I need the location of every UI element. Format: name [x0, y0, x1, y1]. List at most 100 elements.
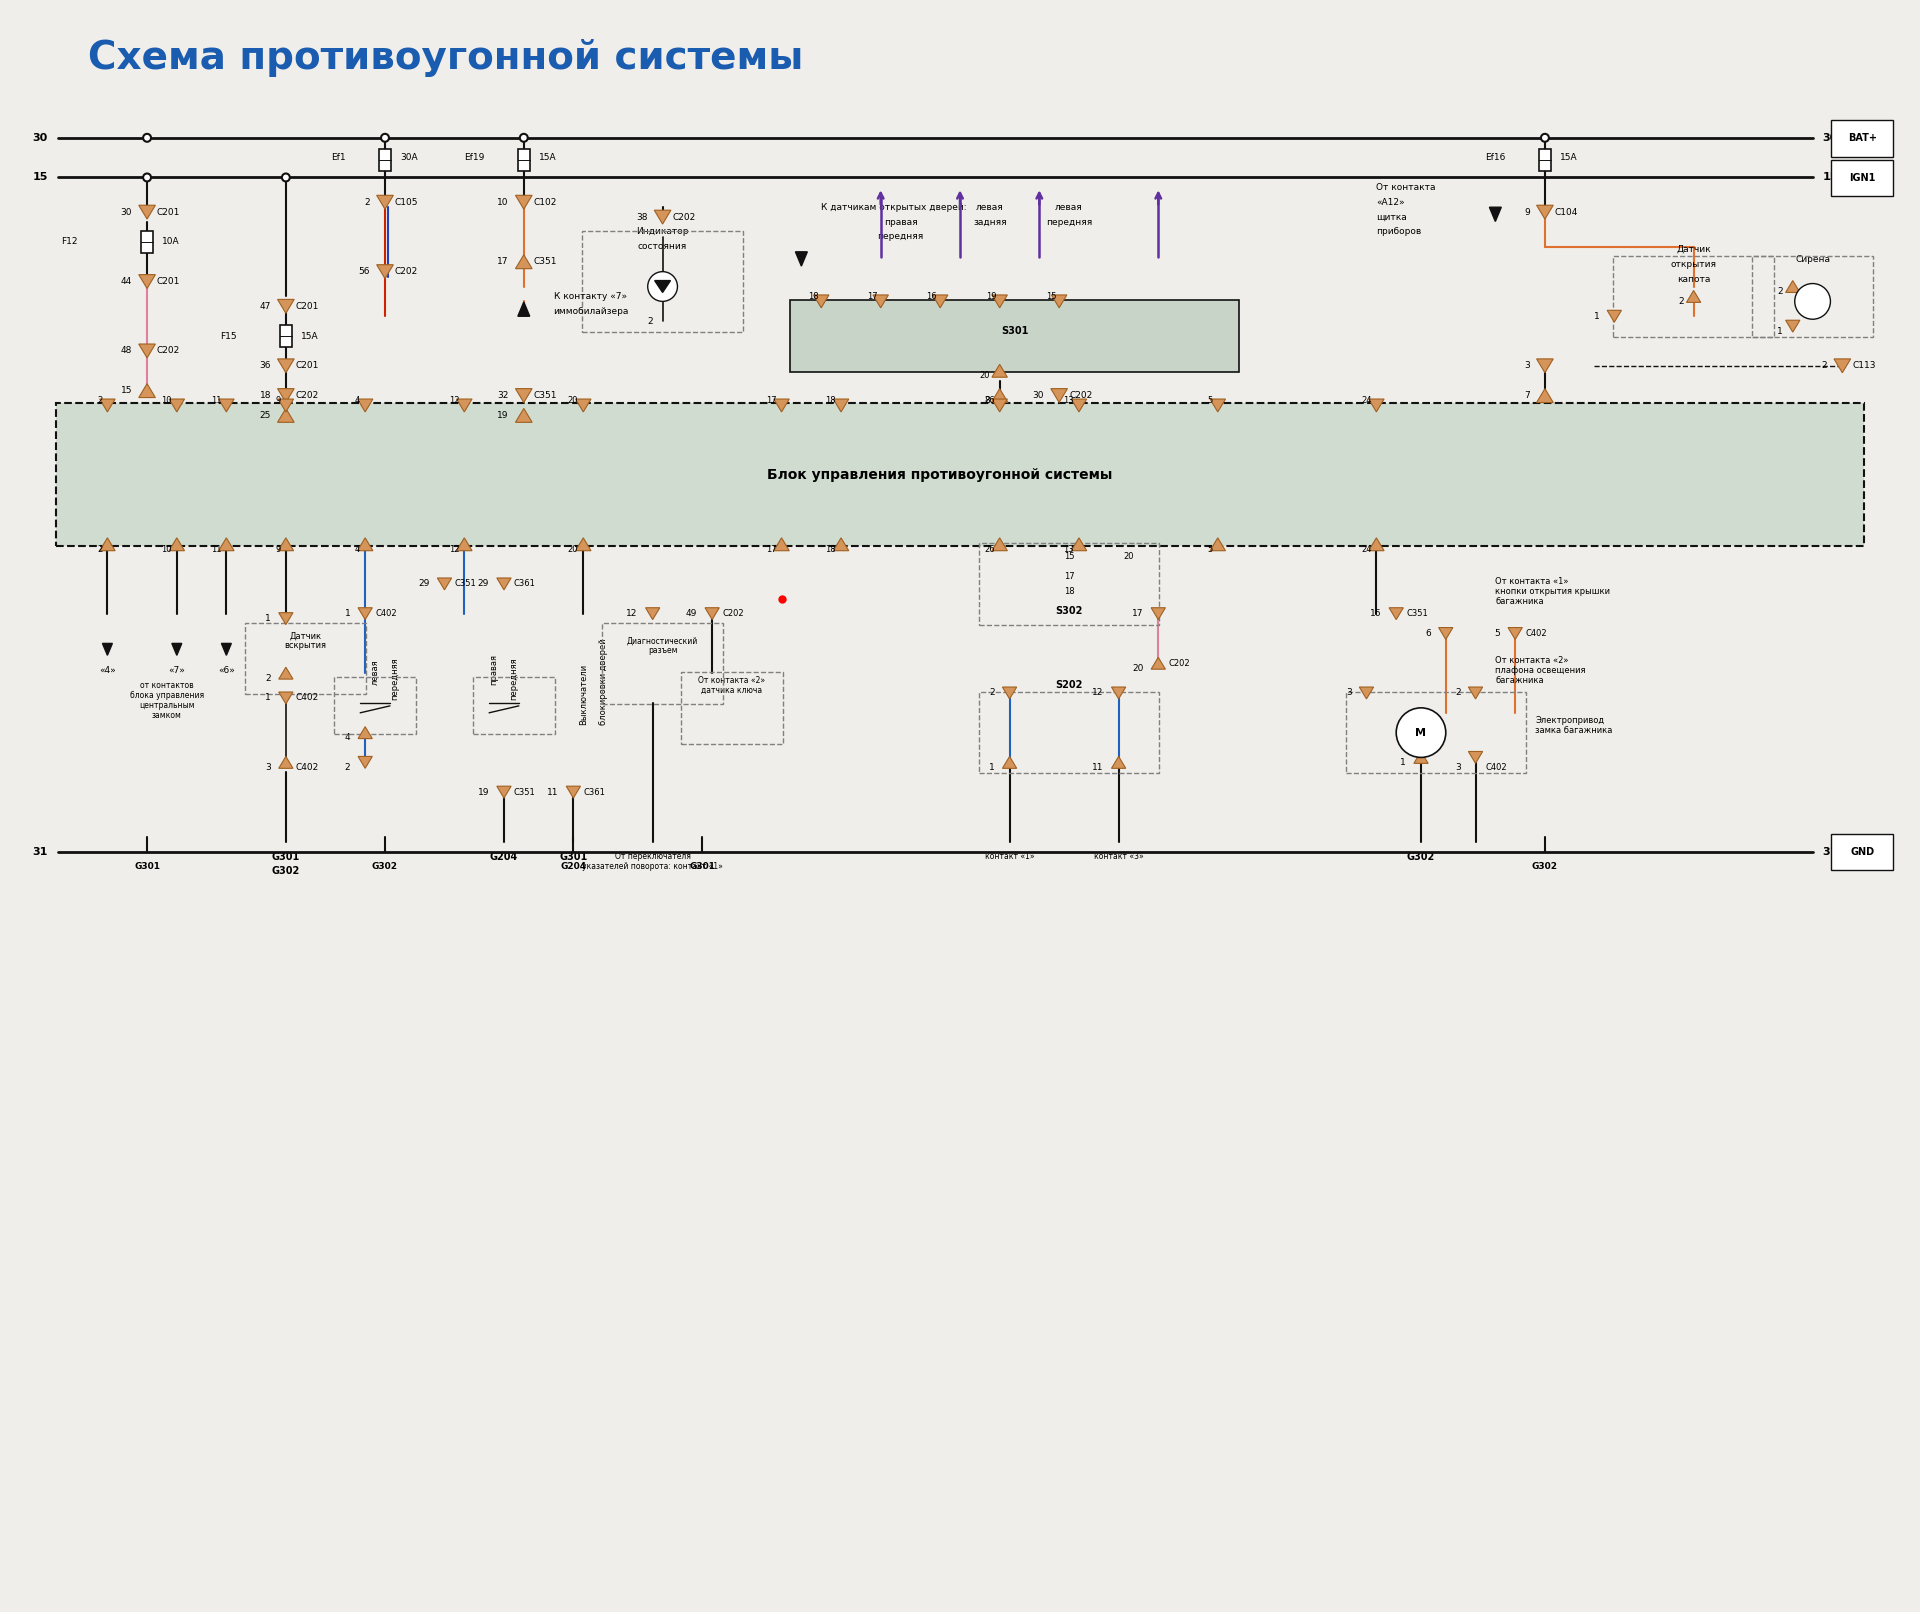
Circle shape: [520, 134, 528, 142]
Polygon shape: [278, 756, 294, 769]
Text: 8: 8: [983, 397, 989, 405]
Polygon shape: [576, 400, 591, 413]
Polygon shape: [515, 195, 532, 210]
Polygon shape: [833, 400, 849, 413]
Text: 18: 18: [259, 392, 271, 400]
Text: правая: правая: [883, 218, 918, 227]
Polygon shape: [357, 727, 372, 738]
Text: 15: 15: [1046, 292, 1056, 301]
Text: GND: GND: [1851, 846, 1874, 858]
Polygon shape: [515, 388, 532, 403]
Polygon shape: [278, 538, 294, 551]
Text: контакт «1»: контакт «1»: [985, 851, 1035, 861]
FancyBboxPatch shape: [518, 148, 530, 171]
Polygon shape: [833, 538, 849, 551]
Polygon shape: [376, 195, 394, 210]
Polygon shape: [278, 388, 294, 403]
Text: вскрытия: вскрытия: [284, 642, 326, 650]
Text: C202: C202: [296, 392, 319, 400]
Polygon shape: [1002, 687, 1018, 700]
Polygon shape: [1469, 751, 1482, 764]
Text: 1: 1: [344, 609, 349, 617]
Polygon shape: [278, 400, 294, 413]
Text: 17: 17: [766, 397, 776, 405]
Text: 24: 24: [1361, 397, 1371, 405]
Text: 2: 2: [365, 198, 371, 206]
Text: 18: 18: [826, 545, 835, 555]
Polygon shape: [376, 264, 394, 279]
Text: BAT+: BAT+: [1847, 134, 1876, 143]
Polygon shape: [1686, 290, 1701, 303]
Polygon shape: [1834, 359, 1851, 372]
Text: 30: 30: [121, 208, 132, 216]
Circle shape: [1542, 134, 1549, 142]
Polygon shape: [1786, 321, 1799, 332]
Text: 1: 1: [265, 614, 271, 624]
Text: блока управления: блока управления: [131, 692, 204, 700]
Text: 24: 24: [1361, 545, 1371, 555]
Text: Датчик: Датчик: [290, 632, 323, 640]
Text: Блок управления противоугонной системы: Блок управления противоугонной системы: [768, 467, 1114, 482]
Text: 2: 2: [1778, 287, 1784, 297]
Text: Ef16: Ef16: [1484, 153, 1505, 163]
Text: 13: 13: [1064, 545, 1073, 555]
Text: Схема противоугонной системы: Схема противоугонной системы: [88, 40, 803, 77]
Text: 20: 20: [568, 397, 578, 405]
Text: G301: G301: [273, 851, 300, 861]
Text: G302: G302: [1407, 851, 1434, 861]
Text: 4: 4: [355, 545, 361, 555]
Text: 5: 5: [1208, 397, 1213, 405]
Text: C402: C402: [1524, 629, 1548, 638]
Polygon shape: [1536, 388, 1553, 403]
Text: 36: 36: [259, 361, 271, 371]
Text: 10A: 10A: [161, 237, 180, 247]
Text: C351: C351: [455, 579, 476, 588]
Text: 30A: 30A: [399, 153, 417, 163]
Polygon shape: [138, 205, 156, 219]
Polygon shape: [497, 579, 511, 590]
Polygon shape: [1469, 687, 1482, 700]
FancyBboxPatch shape: [378, 148, 392, 171]
Text: 47: 47: [259, 301, 271, 311]
Polygon shape: [1152, 658, 1165, 669]
Text: 17: 17: [497, 258, 509, 266]
Polygon shape: [566, 787, 580, 798]
Text: G302: G302: [372, 861, 397, 870]
Text: 9: 9: [276, 545, 280, 555]
Text: разъем: разъем: [647, 646, 678, 656]
Text: 12: 12: [449, 545, 459, 555]
Polygon shape: [278, 408, 294, 422]
Text: S202: S202: [1056, 680, 1083, 690]
Text: «6»: «6»: [219, 666, 234, 675]
Polygon shape: [1507, 627, 1523, 640]
Polygon shape: [278, 359, 294, 372]
Polygon shape: [438, 579, 451, 590]
Text: 20: 20: [979, 371, 989, 380]
Text: 15A: 15A: [540, 153, 557, 163]
FancyBboxPatch shape: [1832, 119, 1893, 156]
Text: C351: C351: [534, 392, 557, 400]
Polygon shape: [933, 295, 948, 308]
Polygon shape: [173, 643, 182, 656]
Text: блокировки дверей: блокировки дверей: [599, 638, 607, 725]
Text: открытия: открытия: [1670, 260, 1716, 269]
Polygon shape: [1210, 400, 1225, 413]
Text: Датчик: Датчик: [1676, 245, 1711, 253]
Text: 1: 1: [265, 693, 271, 703]
Text: центральным: центральным: [138, 701, 194, 709]
Text: 3: 3: [1346, 688, 1352, 698]
Polygon shape: [1071, 400, 1087, 413]
Text: 29: 29: [419, 579, 430, 588]
Text: 17: 17: [766, 545, 776, 555]
Text: задняя: задняя: [973, 218, 1006, 227]
Text: 15: 15: [1064, 553, 1075, 561]
Text: багажника: багажника: [1496, 596, 1544, 606]
Text: C402: C402: [1486, 762, 1507, 772]
Text: От контакта «2»: От контакта «2»: [699, 675, 766, 685]
Polygon shape: [357, 538, 372, 551]
Text: C201: C201: [157, 277, 180, 285]
Text: 19: 19: [987, 292, 996, 301]
Text: От контакта «2»: От контакта «2»: [1496, 656, 1569, 666]
Polygon shape: [138, 343, 156, 358]
Polygon shape: [1112, 756, 1125, 769]
